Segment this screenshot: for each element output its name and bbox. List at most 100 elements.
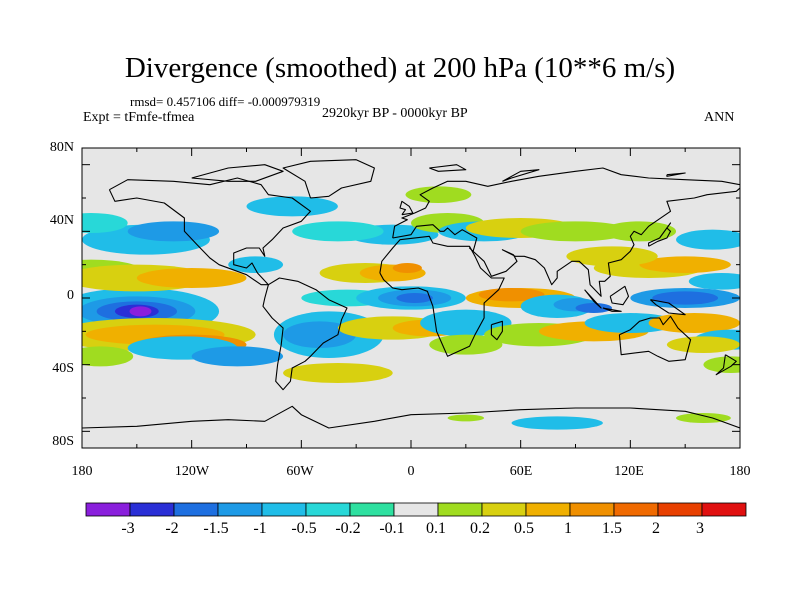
colorbar-swatch — [437, 502, 483, 517]
anomaly-patch — [566, 246, 658, 267]
anomaly-patch — [575, 303, 613, 313]
anomaly-patch — [666, 336, 740, 353]
coastline — [191, 164, 284, 182]
colorbar-label: -0.5 — [291, 520, 317, 537]
anomaly-patch — [129, 306, 152, 317]
lon-tick-180e: 180 — [729, 464, 751, 479]
coastline — [392, 167, 740, 239]
colorbar-swatch — [173, 502, 219, 517]
anomaly-patch — [392, 263, 422, 273]
coastline — [648, 222, 672, 247]
lon-tick-60w: 60W — [286, 464, 314, 479]
anomaly-patch — [429, 334, 503, 355]
coastlines — [82, 159, 740, 429]
colorbar-label: -0.1 — [379, 520, 405, 537]
lat-tick-40n: 40N — [49, 213, 74, 228]
colorbar-label: 0.5 — [514, 520, 534, 537]
colorbar-label: 1 — [564, 520, 572, 537]
colorbar-swatch — [305, 502, 351, 517]
colorbar-label: -1.5 — [203, 520, 229, 537]
colorbar-label: 2 — [652, 520, 660, 537]
coastline — [108, 177, 312, 286]
anomaly-patch — [82, 346, 134, 367]
lon-tick-120w: 120W — [174, 464, 210, 479]
experiment-label: Expt = tFmfe-tfmea — [83, 110, 195, 125]
colorbar-label: 0.1 — [426, 520, 446, 537]
coastline — [666, 172, 686, 177]
colorbar — [85, 502, 747, 517]
anomaly-patch — [676, 229, 740, 250]
colorbar-swatch — [393, 502, 439, 517]
colorbar-swatch — [129, 502, 175, 517]
period-label: 2920kyr BP - 0000kyr BP — [322, 106, 468, 121]
colorbar-label: 1.5 — [602, 520, 622, 537]
coastline — [602, 307, 622, 312]
colorbar-swatch — [261, 502, 307, 517]
anomaly-patch — [602, 221, 677, 242]
colorbar-swatch — [525, 502, 571, 517]
coastline — [82, 405, 740, 429]
colorbar-swatch — [569, 502, 615, 517]
anomaly-patch — [396, 293, 433, 303]
anomaly-patch — [447, 414, 485, 422]
coastline — [650, 299, 686, 316]
anomaly-patch — [283, 363, 393, 383]
coastline — [262, 277, 348, 391]
lat-tick-80n: 80N — [49, 140, 74, 155]
anomaly-patch — [191, 346, 284, 367]
coastline — [282, 159, 375, 199]
anomaly-patch — [127, 221, 220, 242]
anomaly-patch — [136, 268, 247, 288]
coastline — [502, 169, 540, 182]
colorbar-swatch — [613, 502, 659, 517]
lat-tick-80s: 80S — [52, 434, 74, 449]
lat-tick-eq: 0 — [67, 288, 74, 303]
lon-tick-180w: 180 — [71, 464, 93, 479]
coastline — [609, 285, 630, 306]
coastline — [490, 320, 503, 341]
colorbar-label: -1 — [253, 520, 267, 537]
lon-tick-120e: 120E — [614, 464, 644, 479]
rmsd-diff-stats: rmsd= 0.457106 diff= -0.000979319 — [130, 94, 321, 109]
coastline — [618, 315, 692, 362]
anomaly-patch — [703, 356, 740, 373]
lon-tick-60e: 60E — [509, 464, 533, 479]
anomaly-patch — [283, 321, 357, 348]
anomaly-patch — [676, 413, 731, 423]
anomaly-patch — [639, 256, 731, 273]
anomaly-patch — [520, 221, 631, 242]
coastline — [715, 354, 737, 376]
anomaly-patch — [420, 309, 512, 337]
coastline — [392, 187, 740, 297]
anomaly-patch — [688, 273, 740, 290]
lat-tick-40s: 40S — [52, 361, 74, 376]
anomaly-patch — [246, 196, 338, 217]
anomaly-patch — [652, 291, 719, 305]
axis-ticks — [81, 148, 741, 448]
anomaly-patch — [292, 221, 384, 242]
anomaly-patch — [405, 186, 472, 204]
colorbar-swatch — [481, 502, 527, 517]
colorbar-label: -0.2 — [335, 520, 361, 537]
coastline — [429, 164, 467, 172]
colorbar-swatch — [657, 502, 703, 517]
colorbar-swatch — [349, 502, 395, 517]
anomaly-patch — [511, 416, 603, 430]
colorbar-label: 0.2 — [470, 520, 490, 537]
colorbar-label: -2 — [165, 520, 179, 537]
anomaly-patch — [228, 256, 284, 273]
colorbar-label: -3 — [121, 520, 135, 537]
colorbar-label: 3 — [696, 520, 704, 537]
colorbar-swatch — [217, 502, 263, 517]
season-label: ANN — [704, 110, 735, 125]
coastline — [379, 235, 505, 357]
anomaly-patch — [478, 288, 545, 302]
plot-title: Divergence (smoothed) at 200 hPa (10**6 … — [124, 52, 676, 84]
colorbar-swatch — [701, 502, 747, 517]
divergence-field — [82, 186, 740, 430]
coastline — [584, 289, 602, 309]
lon-tick-0: 0 — [407, 464, 415, 479]
coastline — [399, 200, 414, 216]
anomaly-patch — [82, 213, 128, 233]
